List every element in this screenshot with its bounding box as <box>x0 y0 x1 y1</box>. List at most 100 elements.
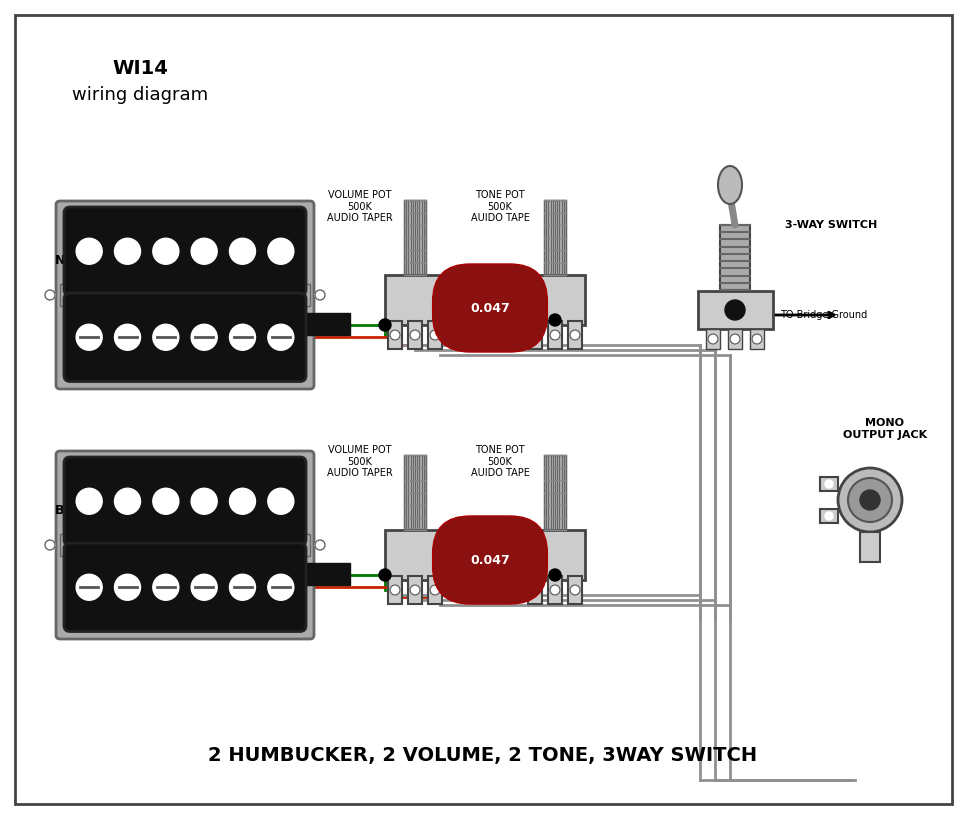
Bar <box>568 321 582 349</box>
Circle shape <box>191 238 218 265</box>
Text: TONE POT
500K
AUIDO TAPE: TONE POT 500K AUIDO TAPE <box>471 445 530 478</box>
Circle shape <box>76 574 103 600</box>
Bar <box>528 321 542 349</box>
Bar <box>295 563 350 585</box>
Circle shape <box>730 334 740 344</box>
Bar <box>290 284 310 306</box>
Circle shape <box>530 330 540 340</box>
Bar <box>860 532 880 562</box>
Circle shape <box>76 488 103 514</box>
Circle shape <box>191 488 218 514</box>
Circle shape <box>390 330 400 340</box>
Bar <box>404 200 426 275</box>
Bar <box>525 275 585 325</box>
Circle shape <box>825 512 833 520</box>
Circle shape <box>708 334 718 344</box>
Circle shape <box>390 585 400 595</box>
Text: 2 HUMBUCKER, 2 VOLUME, 2 TONE, 3WAY SWITCH: 2 HUMBUCKER, 2 VOLUME, 2 TONE, 3WAY SWIT… <box>209 745 757 764</box>
Circle shape <box>530 585 540 595</box>
Text: 0.047: 0.047 <box>470 554 510 567</box>
Circle shape <box>153 238 179 265</box>
Circle shape <box>549 569 561 581</box>
Text: TO Bridge Ground: TO Bridge Ground <box>780 310 867 320</box>
Text: 3-WAY SWITCH: 3-WAY SWITCH <box>785 220 877 230</box>
Circle shape <box>114 488 140 514</box>
Bar <box>408 321 422 349</box>
Circle shape <box>379 319 391 331</box>
Circle shape <box>570 585 580 595</box>
Text: TONE POT
500K
AUIDO TAPE: TONE POT 500K AUIDO TAPE <box>471 190 530 224</box>
Circle shape <box>76 238 103 265</box>
Bar <box>750 329 764 349</box>
FancyBboxPatch shape <box>56 201 314 389</box>
Bar <box>290 534 310 556</box>
Text: VOLUME POT
500K
AUDIO TAPER: VOLUME POT 500K AUDIO TAPER <box>327 445 393 478</box>
FancyBboxPatch shape <box>64 207 306 296</box>
Circle shape <box>229 238 255 265</box>
Circle shape <box>752 334 762 344</box>
Bar <box>544 200 566 275</box>
Circle shape <box>549 314 561 326</box>
Circle shape <box>114 574 140 600</box>
Bar <box>428 576 442 604</box>
Circle shape <box>114 238 140 265</box>
Text: NECK: NECK <box>55 254 93 266</box>
Bar <box>428 321 442 349</box>
Circle shape <box>379 569 391 581</box>
Circle shape <box>550 585 560 595</box>
Circle shape <box>860 490 880 510</box>
Circle shape <box>570 330 580 340</box>
Circle shape <box>268 324 294 351</box>
Circle shape <box>45 540 55 550</box>
Bar <box>385 275 445 325</box>
Text: VOLUME POT
500K
AUDIO TAPER: VOLUME POT 500K AUDIO TAPER <box>327 190 393 224</box>
Circle shape <box>410 330 420 340</box>
Circle shape <box>410 585 420 595</box>
Text: wiring diagram: wiring diagram <box>72 86 208 104</box>
Circle shape <box>848 478 892 522</box>
Ellipse shape <box>718 166 742 204</box>
Bar <box>820 509 838 523</box>
FancyBboxPatch shape <box>64 457 306 545</box>
Bar <box>388 321 402 349</box>
Circle shape <box>229 324 255 351</box>
Circle shape <box>191 324 218 351</box>
Circle shape <box>268 238 294 265</box>
Circle shape <box>268 574 294 600</box>
Bar <box>408 576 422 604</box>
Circle shape <box>315 540 325 550</box>
Bar <box>544 455 566 530</box>
Circle shape <box>153 488 179 514</box>
Text: MONO
OUTPUT JACK: MONO OUTPUT JACK <box>843 419 927 440</box>
Bar <box>528 576 542 604</box>
Circle shape <box>825 480 833 488</box>
Circle shape <box>315 290 325 300</box>
Bar <box>60 284 80 306</box>
Circle shape <box>838 468 902 532</box>
FancyBboxPatch shape <box>64 543 306 631</box>
Bar <box>295 313 350 335</box>
Text: WI14: WI14 <box>112 58 168 78</box>
Circle shape <box>153 324 179 351</box>
Bar <box>820 477 838 491</box>
Bar <box>548 321 562 349</box>
Circle shape <box>725 300 745 320</box>
Bar <box>404 455 426 530</box>
FancyBboxPatch shape <box>64 293 306 382</box>
Circle shape <box>45 290 55 300</box>
Circle shape <box>550 330 560 340</box>
Circle shape <box>153 574 179 600</box>
Bar <box>385 530 445 580</box>
Bar <box>548 576 562 604</box>
Circle shape <box>191 574 218 600</box>
Circle shape <box>268 488 294 514</box>
Circle shape <box>76 324 103 351</box>
Bar <box>706 329 720 349</box>
Bar <box>388 576 402 604</box>
Text: BRIDGE: BRIDGE <box>55 504 107 517</box>
Bar <box>525 530 585 580</box>
Circle shape <box>229 488 255 514</box>
Bar <box>728 329 742 349</box>
Circle shape <box>430 585 440 595</box>
Bar <box>720 225 750 290</box>
